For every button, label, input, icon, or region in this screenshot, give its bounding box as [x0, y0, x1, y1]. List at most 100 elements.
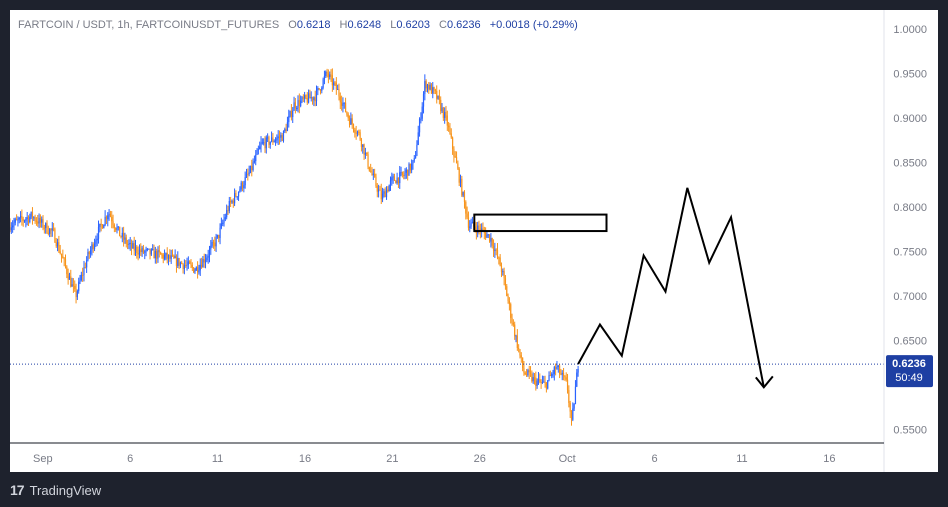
candle-body: [331, 75, 333, 86]
chart-area[interactable]: 1.0000 0.9500 0.9000 0.8500 0.8000 0.7500 0.70…: [10, 10, 938, 472]
candle-body: [74, 285, 76, 289]
candle-body: [21, 215, 23, 220]
ohlc-close-key: C: [439, 19, 447, 31]
candle-body: [374, 173, 376, 177]
candle-body: [145, 249, 147, 252]
candle-body: [270, 137, 273, 142]
candle-body: [178, 258, 180, 266]
ohlc-low-key: L: [390, 19, 396, 31]
candle-body: [232, 200, 234, 204]
candle-body: [387, 189, 389, 192]
candle-body: [491, 238, 493, 246]
candle-body: [404, 172, 406, 176]
resistance-zone-box[interactable]: [473, 213, 608, 233]
candle-body: [478, 225, 480, 229]
candle-body: [321, 87, 323, 91]
candle-body: [281, 135, 283, 141]
candle-body: [434, 89, 437, 91]
candle-body: [294, 102, 296, 109]
candle-body: [50, 228, 52, 231]
candle-body: [227, 210, 229, 212]
candle-body: [39, 217, 41, 223]
candle-body: [130, 242, 133, 249]
candle-body: [100, 223, 102, 225]
candle-body: [457, 163, 459, 169]
candle-body: [47, 232, 49, 234]
price-badge-countdown: 50:49: [895, 372, 923, 384]
candle-body: [132, 243, 134, 249]
candle-body: [566, 379, 569, 390]
candle-body: [397, 177, 400, 184]
candle-body: [298, 100, 300, 107]
candle-body: [183, 265, 185, 270]
candle-body: [123, 232, 125, 240]
candle-body: [197, 267, 199, 273]
candle-body: [499, 257, 501, 267]
candles-layer: [10, 68, 579, 426]
candle-body: [399, 172, 401, 184]
x-tick-label: 16: [823, 453, 835, 465]
projection-path[interactable]: [577, 187, 765, 388]
candle-body: [97, 227, 100, 239]
candle-body: [492, 245, 495, 251]
candle-body: [231, 200, 233, 203]
ohlc-open-key: O: [288, 19, 297, 31]
candle-body: [280, 135, 282, 138]
candle-body: [342, 103, 344, 106]
candle-body: [67, 274, 69, 280]
candle-body: [467, 217, 470, 228]
candle-body: [524, 372, 526, 375]
candle-body: [372, 173, 374, 175]
candle-body: [375, 176, 377, 186]
candle-body: [543, 381, 545, 383]
candle-body: [152, 249, 154, 251]
candle-body: [511, 317, 513, 323]
footer-brand[interactable]: TradingView: [29, 482, 102, 498]
candle-body: [383, 191, 385, 194]
candle-body: [19, 215, 22, 218]
candle-body: [421, 106, 423, 119]
candle-body: [548, 375, 550, 381]
price-badge-background: [886, 355, 933, 388]
candle-body: [169, 255, 171, 259]
candle-body: [193, 267, 195, 273]
candle-body: [454, 156, 456, 158]
candle-body: [388, 185, 390, 192]
candle-body: [407, 169, 409, 176]
candle-body: [533, 377, 536, 379]
candle-body: [202, 259, 204, 268]
candle-body: [528, 370, 530, 373]
candle-body: [503, 271, 505, 279]
tradingview-logo-icon[interactable]: 17: [10, 482, 25, 498]
candle-body: [13, 222, 15, 226]
candle-body: [335, 82, 337, 90]
candle-body: [267, 137, 269, 139]
candle-body: [455, 157, 458, 164]
candle-body: [41, 219, 43, 223]
candle-body: [194, 270, 196, 273]
candle-body: [347, 114, 349, 119]
candle-body: [31, 211, 34, 219]
candle-body: [129, 242, 131, 244]
candle-body: [204, 260, 207, 263]
candle-body: [559, 365, 561, 374]
candle-body: [27, 217, 30, 222]
y-tick-label: 0.8500: [893, 157, 927, 169]
chart-legend: FARTCOIN / USDT, 1h, FARTCOINUSDT_FUTURE…: [18, 19, 578, 31]
candle-body: [355, 132, 357, 134]
candle-body: [257, 149, 259, 151]
candle-body: [536, 380, 538, 386]
candle-body: [436, 90, 438, 99]
candle-body: [22, 219, 24, 221]
candle-body: [442, 107, 444, 118]
candle-body: [315, 90, 318, 102]
candle-body: [195, 267, 197, 271]
candle-body: [146, 248, 149, 250]
candle-body: [71, 284, 73, 287]
footer: 17 TradingView: [10, 478, 101, 502]
candle-body: [62, 256, 64, 259]
candle-body: [568, 389, 570, 403]
candle-body: [284, 129, 286, 132]
candle-body: [285, 129, 287, 132]
candle-body: [17, 219, 19, 221]
